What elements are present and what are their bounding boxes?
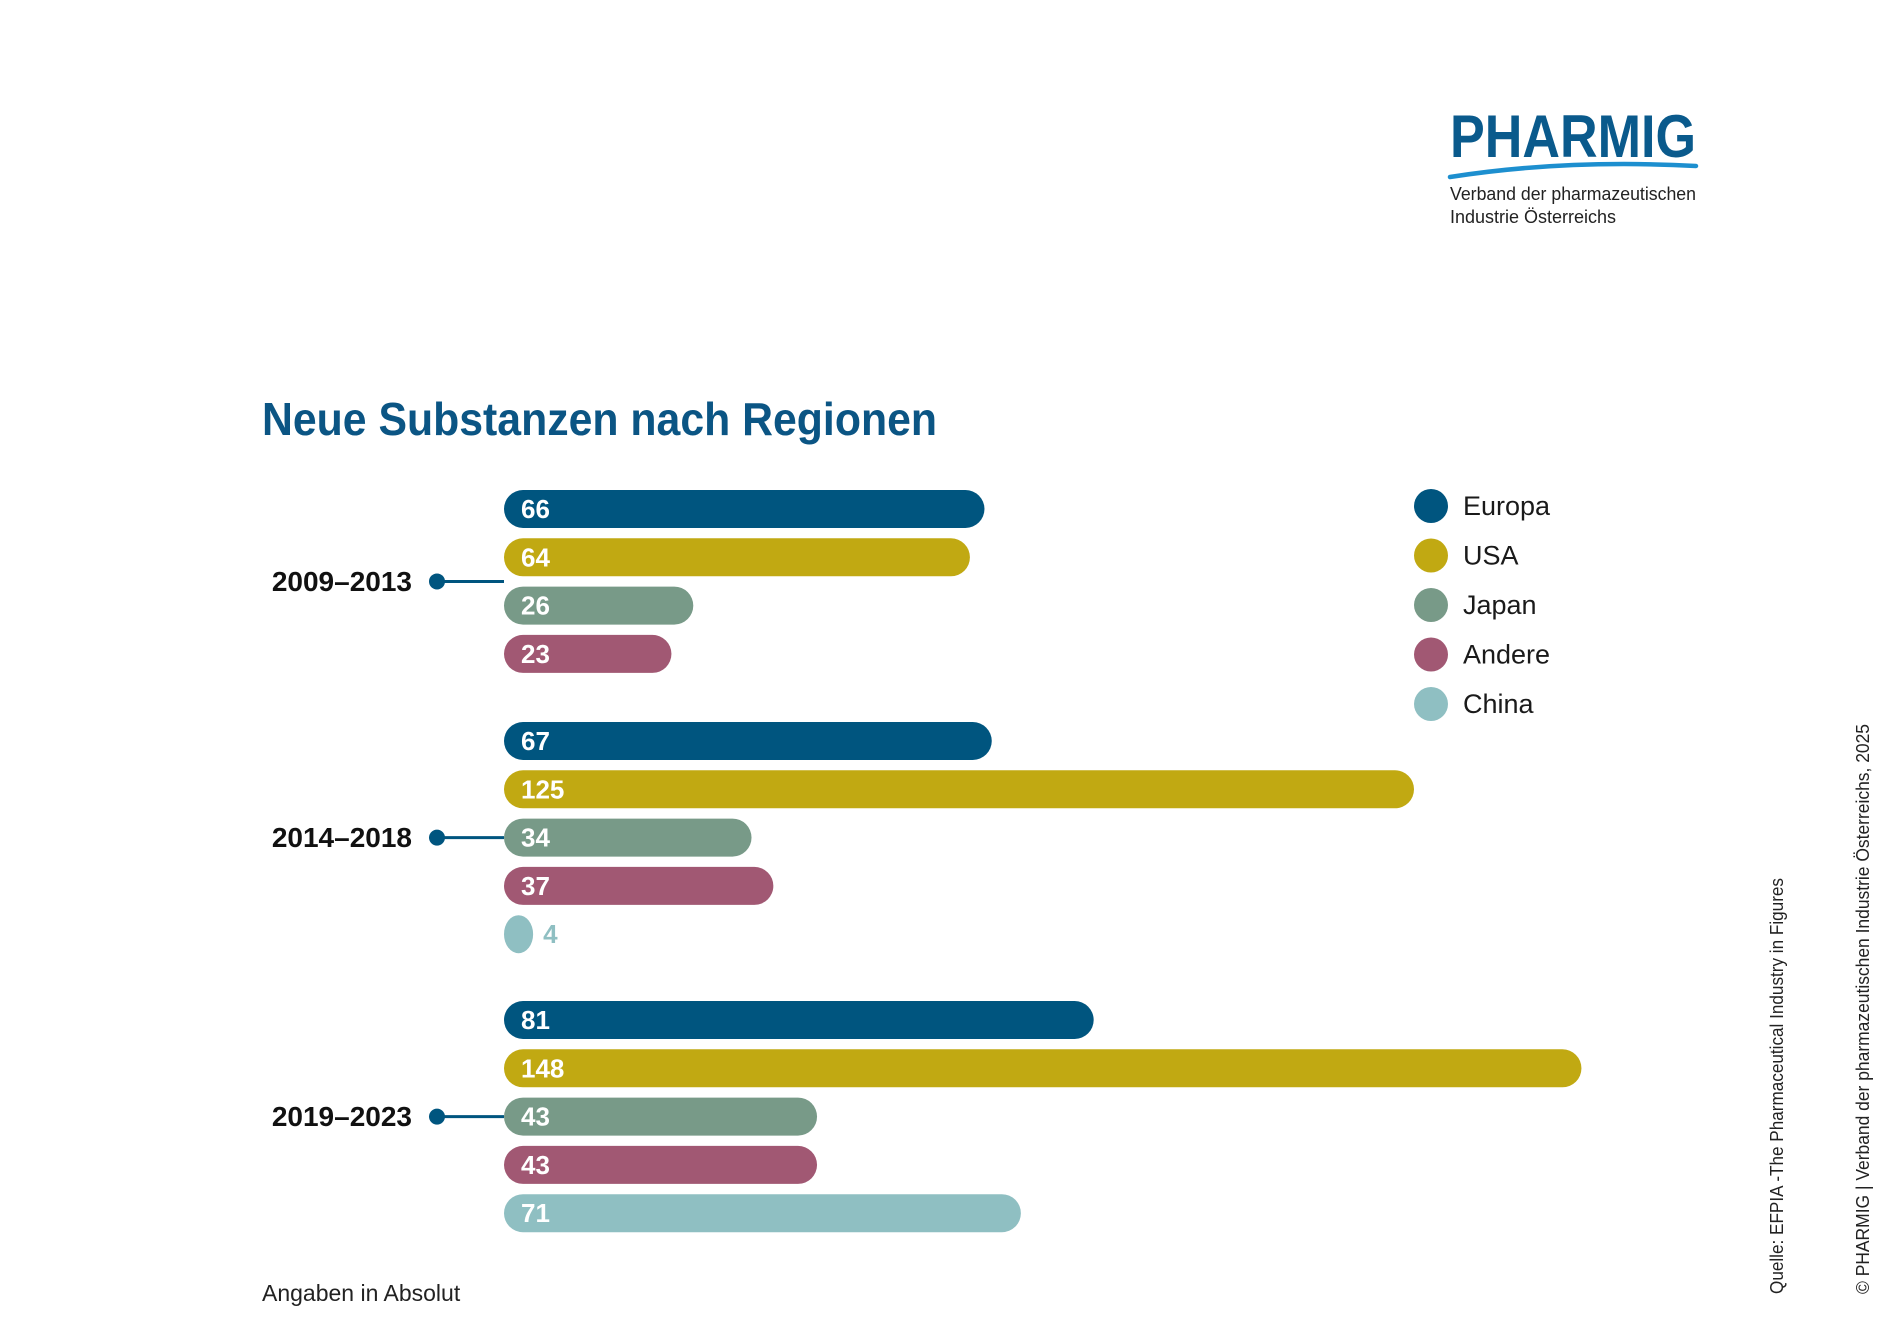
bar-value-europa-2014-2018: 67 (521, 726, 550, 756)
legend-swatch-andere (1414, 637, 1448, 672)
legend-swatch-usa (1414, 538, 1448, 573)
bar-value-usa-2009-2013: 64 (521, 542, 550, 572)
bar-value-japan-2009-2013: 26 (521, 591, 550, 621)
group-label-2014-2018: 2014–2018 (272, 822, 412, 853)
bar-europa-2019-2023 (504, 1001, 1094, 1039)
bar-usa-2019-2023 (504, 1049, 1582, 1088)
bar-value-europa-2009-2013: 66 (521, 494, 550, 524)
group-label-2019-2023: 2019–2023 (272, 1101, 412, 1132)
bar-group-2009-2013: 66 64 26 23 2009–2013 (272, 490, 985, 673)
legend-label-usa: USA (1463, 541, 1519, 571)
bar-value-andere-2014-2018: 37 (521, 871, 550, 901)
logo-wordmark: PHARMIG (1450, 103, 1696, 170)
bar-usa-2009-2013 (504, 538, 970, 577)
logo-swoosh-icon (1447, 161, 1699, 180)
bar-value-europa-2019-2023: 81 (521, 1005, 550, 1035)
bar-value-japan-2019-2023: 43 (521, 1102, 550, 1132)
legend-item-japan: Japan (1414, 588, 1537, 622)
bar-value-usa-2019-2023: 148 (521, 1053, 564, 1083)
group-dot-2009-2013 (429, 573, 445, 590)
legend-item-usa: USA (1414, 538, 1519, 573)
legend-item-europa: Europa (1414, 489, 1551, 523)
bar-value-japan-2014-2018: 34 (521, 823, 550, 853)
legend-label-andere: Andere (1463, 640, 1550, 670)
bar-value-andere-2019-2023: 43 (521, 1150, 550, 1180)
bar-value-usa-2014-2018: 125 (521, 774, 564, 804)
chart-legend: Europa USA Japan Andere China (1414, 489, 1551, 721)
copyright-note: © PHARMIG | Verband der pharmazeutischen… (1853, 724, 1873, 1294)
bar-andere-2014-2018 (504, 866, 774, 905)
logo-subtitle-line2: Industrie Österreichs (1450, 207, 1616, 227)
footnote: Angaben in Absolut (262, 1280, 461, 1306)
legend-label-japan: Japan (1463, 590, 1537, 620)
legend-swatch-europa (1414, 489, 1448, 523)
bar-value-china-2014-2018: 4 (543, 919, 558, 949)
group-dot-2014-2018 (429, 829, 445, 846)
bar-china-2019-2023 (504, 1194, 1021, 1233)
bar-china-2014-2018 (504, 915, 534, 954)
bar-japan-2009-2013 (504, 586, 694, 625)
chart-title: Neue Substanzen nach Regionen (262, 393, 937, 445)
legend-swatch-china (1414, 687, 1448, 721)
bar-andere-2019-2023 (504, 1145, 818, 1184)
group-dot-2019-2023 (429, 1108, 445, 1125)
pharmig-logo: PHARMIG Verband der pharmazeutischen Ind… (1447, 103, 1699, 227)
bar-europa-2009-2013 (504, 490, 985, 528)
bar-group-2014-2018: 67 125 34 37 4 2014–2018 (272, 722, 1414, 954)
legend-item-andere: Andere (1414, 637, 1550, 672)
source-note: Quelle: EFPIA -The Pharmaceutical Indust… (1767, 878, 1787, 1294)
bar-japan-2014-2018 (504, 818, 752, 857)
bar-value-china-2019-2023: 71 (521, 1198, 550, 1228)
bar-europa-2014-2018 (504, 722, 992, 760)
legend-item-china: China (1414, 687, 1535, 721)
legend-label-europa: Europa (1463, 491, 1551, 521)
legend-label-china: China (1463, 689, 1535, 719)
bar-usa-2014-2018 (504, 770, 1414, 809)
bar-group-2019-2023: 81 148 43 43 71 2019–2023 (272, 1001, 1582, 1233)
bar-value-andere-2009-2013: 23 (521, 639, 550, 669)
group-label-2009-2013: 2009–2013 (272, 566, 412, 597)
bar-chart-area: 66 64 26 23 2009–2013 67 125 34 37 4 2014–2018 81 14… (272, 490, 1582, 1233)
legend-swatch-japan (1414, 588, 1448, 622)
logo-subtitle-line1: Verband der pharmazeutischen (1450, 184, 1696, 204)
bar-andere-2009-2013 (504, 634, 672, 673)
bar-japan-2019-2023 (504, 1097, 818, 1136)
